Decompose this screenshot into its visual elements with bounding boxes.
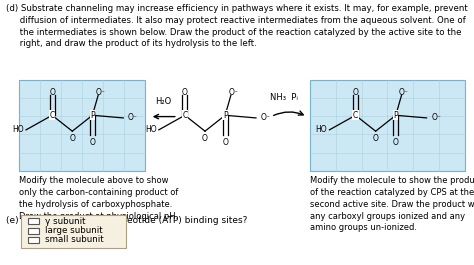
Text: O⁻: O⁻ <box>96 88 105 97</box>
Text: O⁻: O⁻ <box>399 88 409 97</box>
Text: C: C <box>353 111 358 120</box>
Text: O⁻: O⁻ <box>128 113 138 122</box>
Text: O: O <box>90 138 95 147</box>
Text: (e) Which subunit has nucleotide (ATP) binding sites?: (e) Which subunit has nucleotide (ATP) b… <box>6 216 247 225</box>
Text: O⁻: O⁻ <box>261 113 271 122</box>
Text: P: P <box>223 111 228 120</box>
Text: γ subunit: γ subunit <box>45 217 85 226</box>
Text: O: O <box>222 138 228 147</box>
Text: Modify the molecule above to show
only the carbon-containing product of
the hydr: Modify the molecule above to show only t… <box>19 176 178 221</box>
Text: large subunit: large subunit <box>45 226 102 235</box>
Text: C: C <box>49 111 55 120</box>
Text: NH₃  Pᵢ: NH₃ Pᵢ <box>270 93 297 102</box>
Text: C: C <box>182 111 188 120</box>
Text: HO: HO <box>145 125 156 134</box>
Bar <box>310 80 465 171</box>
Text: HO: HO <box>315 125 327 134</box>
Text: O: O <box>49 88 55 97</box>
Bar <box>28 228 39 234</box>
Text: O: O <box>373 134 379 143</box>
Text: HO: HO <box>12 125 24 134</box>
Text: O: O <box>353 88 358 97</box>
Text: (d) Substrate channeling may increase efficiency in pathways where it exists. It: (d) Substrate channeling may increase ef… <box>6 4 467 48</box>
Text: small subunit: small subunit <box>45 235 103 244</box>
Text: O⁻: O⁻ <box>228 88 238 97</box>
Text: O: O <box>69 134 75 143</box>
Text: O: O <box>182 88 188 97</box>
Bar <box>19 80 145 171</box>
Text: P: P <box>393 111 398 120</box>
Text: Modify the molecule to show the product
of the reaction catalyzed by CPS at the
: Modify the molecule to show the product … <box>310 176 474 232</box>
Text: O: O <box>393 138 399 147</box>
Text: O⁻: O⁻ <box>431 113 441 122</box>
Text: O: O <box>202 134 208 143</box>
Bar <box>28 218 39 224</box>
Bar <box>21 215 126 248</box>
Text: H₂O: H₂O <box>155 97 172 106</box>
Bar <box>28 237 39 243</box>
Text: P: P <box>90 111 95 120</box>
